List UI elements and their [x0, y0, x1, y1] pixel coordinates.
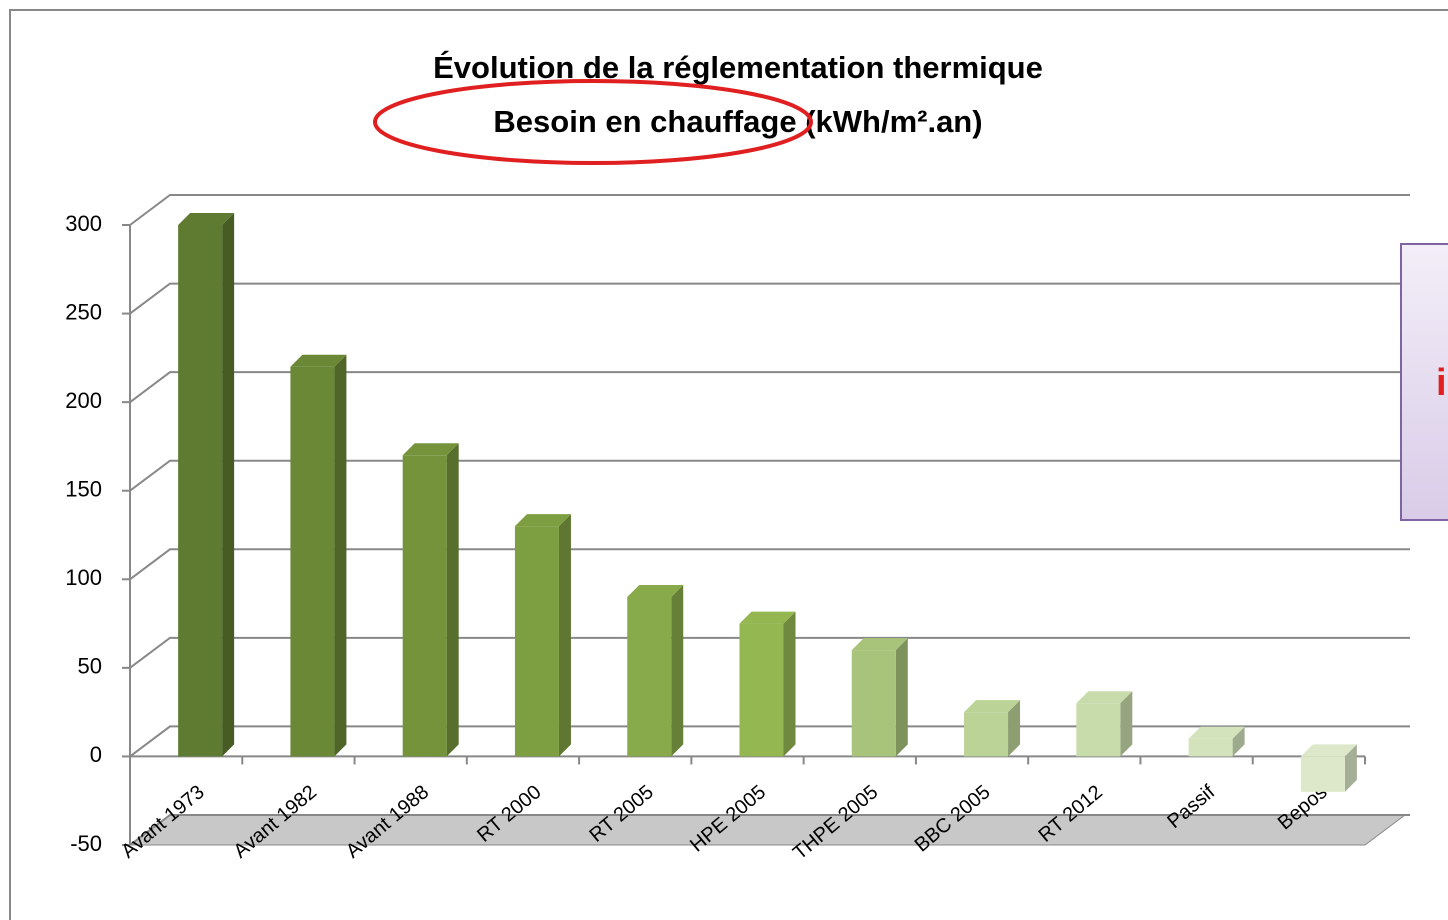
- y-tick-label: 0: [90, 742, 102, 767]
- bar-side: [222, 213, 235, 757]
- grid-line: [129, 548, 1410, 581]
- bar: [627, 585, 684, 757]
- bar: [1300, 744, 1357, 792]
- bar-side: [1120, 691, 1133, 757]
- bar: [1188, 726, 1245, 757]
- y-tick-label: -50: [70, 831, 102, 856]
- bar-front: [402, 455, 447, 757]
- bar-front: [739, 623, 784, 757]
- bar-front: [851, 650, 896, 757]
- bar-front: [1076, 703, 1121, 757]
- bar: [402, 443, 459, 757]
- highlight-ellipse: [373, 79, 813, 165]
- bar-front: [1188, 738, 1233, 757]
- bar-top: [402, 443, 459, 456]
- bar-top: [964, 700, 1021, 713]
- y-tick-label: 100: [65, 565, 102, 590]
- bar: [1076, 691, 1133, 757]
- callout: [1400, 243, 1448, 521]
- grid-line: [129, 194, 1410, 226]
- bar-side: [895, 638, 908, 757]
- floor: [128, 814, 1407, 846]
- bar-top: [290, 354, 347, 367]
- bar-front: [1300, 756, 1345, 792]
- grid-line: [129, 371, 1410, 403]
- bar-top: [739, 611, 796, 624]
- y-tick-label: 300: [65, 211, 102, 236]
- bar-side: [783, 611, 796, 757]
- bar-side: [446, 443, 459, 757]
- callout-text: i: [1436, 362, 1447, 404]
- chart-title: Évolution de la réglementation thermique: [433, 50, 1043, 85]
- bar-top: [178, 213, 235, 225]
- bar-top: [514, 514, 571, 527]
- bar-top: [627, 585, 684, 597]
- grid-line: [129, 814, 1410, 846]
- grid-line: [129, 282, 1410, 315]
- bar-side: [1232, 726, 1245, 757]
- bar-side: [334, 354, 347, 757]
- bar-side: [1344, 744, 1357, 792]
- bar: [178, 213, 235, 757]
- chart-subtitle: Besoin en chauffage (kWh/m².an): [493, 104, 982, 139]
- bar-side: [671, 585, 684, 757]
- bar: [739, 611, 796, 757]
- grid-line: [129, 459, 1410, 492]
- bar: [290, 354, 347, 757]
- bar-side: [558, 514, 571, 757]
- y-tick-label: 200: [65, 388, 102, 413]
- grid-line: [129, 636, 1410, 669]
- bar: [514, 514, 571, 757]
- bar-front: [514, 526, 559, 757]
- y-tick-label: 50: [78, 654, 102, 679]
- y-tick-label: 250: [65, 299, 102, 324]
- bar-top: [851, 638, 908, 651]
- bar-top: [1188, 726, 1245, 739]
- bar: [964, 700, 1021, 757]
- bar-front: [178, 225, 223, 757]
- bar-front: [627, 597, 672, 757]
- bar: [851, 638, 908, 757]
- bar-front: [290, 366, 335, 757]
- bar-top: [1300, 744, 1357, 757]
- bar-side: [1008, 700, 1021, 757]
- bar-top: [1076, 691, 1133, 704]
- y-tick-label: 150: [65, 477, 102, 502]
- bar-front: [964, 712, 1009, 757]
